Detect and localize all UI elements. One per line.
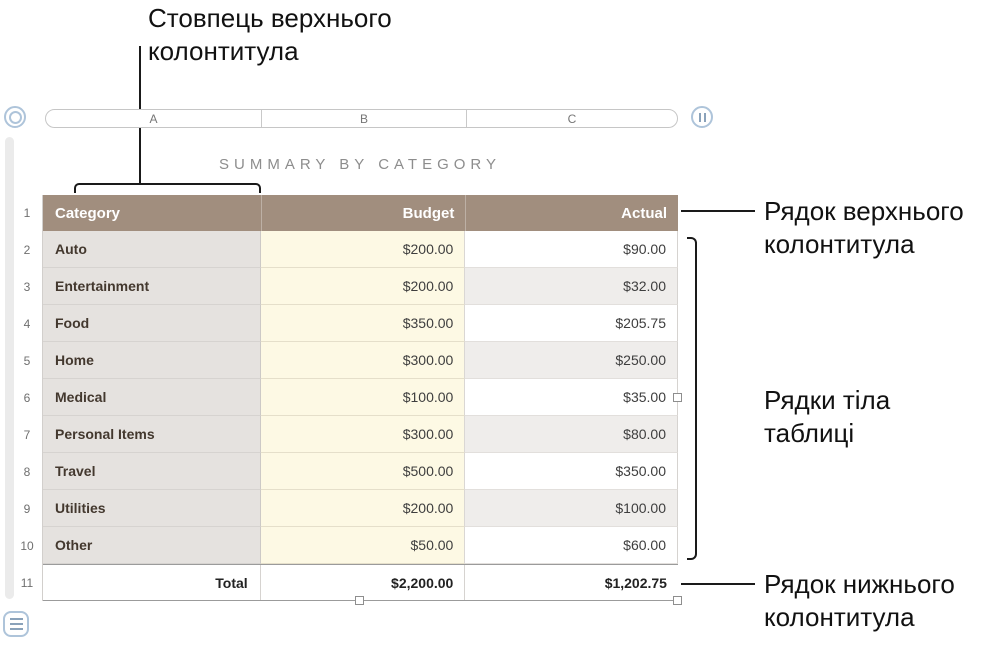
category-cell[interactable]: Other: [43, 527, 261, 564]
budget-cell[interactable]: $500.00: [260, 453, 466, 490]
table-row: Utilities $200.00 $100.00: [43, 490, 678, 527]
budget-cell[interactable]: $200.00: [260, 231, 466, 268]
row-number[interactable]: 1: [23, 206, 31, 220]
header-cell-actual[interactable]: Actual: [465, 195, 678, 231]
actual-cell[interactable]: $100.00: [465, 490, 678, 527]
row-number[interactable]: 4: [23, 316, 31, 331]
table-row: Other $50.00 $60.00: [43, 527, 678, 564]
table-row: Auto $200.00 $90.00: [43, 231, 678, 268]
category-cell[interactable]: Travel: [43, 453, 261, 490]
actual-cell[interactable]: $60.00: [465, 527, 678, 564]
resize-handle-corner[interactable]: [673, 596, 682, 605]
header-cell-category[interactable]: Category: [55, 204, 121, 222]
category-cell[interactable]: Personal Items: [43, 416, 261, 453]
table-footer-row: Total $2,200.00 $1,202.75: [43, 564, 678, 601]
row-number[interactable]: 9: [23, 501, 31, 516]
actual-cell[interactable]: $90.00: [465, 231, 678, 268]
budget-cell[interactable]: $350.00: [260, 305, 466, 342]
category-cell[interactable]: Home: [43, 342, 261, 379]
actual-cell[interactable]: $80.00: [465, 416, 678, 453]
actual-cell[interactable]: $350.00: [465, 453, 678, 490]
budget-cell[interactable]: $200.00: [260, 268, 466, 305]
table-header-row: Category Budget Actual: [43, 195, 678, 231]
row-number[interactable]: 10: [20, 538, 34, 553]
resize-handle-bottom[interactable]: [355, 596, 364, 605]
callout-line-header-row: [681, 210, 755, 212]
row-number[interactable]: 6: [23, 390, 31, 405]
actual-cell[interactable]: $250.00: [465, 342, 678, 379]
column-header-b[interactable]: B: [261, 110, 466, 127]
row-number[interactable]: 8: [23, 464, 31, 479]
actual-cell[interactable]: $205.75: [465, 305, 678, 342]
callout-body-rows: Рядки тіла таблиці: [764, 385, 891, 448]
row-number[interactable]: 11: [20, 575, 34, 590]
footer-label-cell[interactable]: Total: [43, 565, 261, 600]
category-cell[interactable]: Medical: [43, 379, 261, 416]
add-row-icon: [9, 628, 23, 630]
footer-budget-cell[interactable]: $2,200.00: [260, 565, 466, 600]
footer-actual-cell[interactable]: $1,202.75: [465, 565, 678, 600]
table-row: Personal Items $300.00 $80.00: [43, 416, 678, 453]
table-title[interactable]: SUMMARY BY CATEGORY: [219, 156, 501, 173]
budget-cell[interactable]: $300.00: [260, 416, 466, 453]
budget-table: Category Budget Actual Auto $200.00 $90.…: [42, 195, 678, 601]
add-row-handle[interactable]: [3, 611, 29, 637]
add-row-icon: [9, 618, 23, 620]
budget-cell[interactable]: $50.00: [260, 527, 466, 564]
row-number-gutter: 1 2 3 4 5 6 7 8 9 10 11: [14, 195, 40, 601]
callout-footer-row: Рядок нижнього колонтитула: [764, 569, 955, 632]
budget-cell[interactable]: $100.00: [260, 379, 466, 416]
callout-bracket-body-rows: [687, 237, 697, 560]
row-number[interactable]: 2: [23, 242, 31, 257]
table-row: Food $350.00 $205.75: [43, 305, 678, 342]
add-row-icon: [9, 623, 23, 625]
column-header-a[interactable]: A: [149, 111, 158, 126]
add-column-handle[interactable]: [691, 106, 713, 128]
category-cell[interactable]: Utilities: [43, 490, 261, 527]
column-header-c[interactable]: C: [466, 110, 677, 127]
category-cell[interactable]: Entertainment: [43, 268, 261, 305]
table-row: Medical $100.00 $35.00: [43, 379, 678, 416]
category-cell[interactable]: Food: [43, 305, 261, 342]
add-column-icon: [698, 112, 701, 122]
budget-cell[interactable]: $300.00: [260, 342, 466, 379]
actual-cell[interactable]: $35.00: [465, 379, 678, 416]
table-row: Home $300.00 $250.00: [43, 342, 678, 379]
add-column-icon: [703, 112, 706, 122]
row-number[interactable]: 7: [23, 427, 31, 442]
resize-handle-right[interactable]: [673, 393, 682, 402]
row-number[interactable]: 5: [23, 353, 31, 368]
table-select-handle[interactable]: [4, 106, 26, 128]
callout-bracket-header-column: [74, 183, 261, 193]
row-reference-rail: [5, 137, 14, 599]
callout-header-row: Рядок верхнього колонтитула: [764, 196, 964, 259]
column-header-bar: A B C: [45, 109, 678, 128]
actual-cell[interactable]: $32.00: [465, 268, 678, 305]
header-cell-budget[interactable]: Budget: [260, 195, 466, 231]
table-row: Travel $500.00 $350.00: [43, 453, 678, 490]
callout-header-column: Стовпець верхнього колонтитула: [148, 3, 392, 66]
table-row: Entertainment $200.00 $32.00: [43, 268, 678, 305]
category-cell[interactable]: Auto: [43, 231, 261, 268]
budget-cell[interactable]: $200.00: [260, 490, 466, 527]
callout-line-footer-row: [681, 583, 755, 585]
row-number[interactable]: 3: [23, 279, 31, 294]
